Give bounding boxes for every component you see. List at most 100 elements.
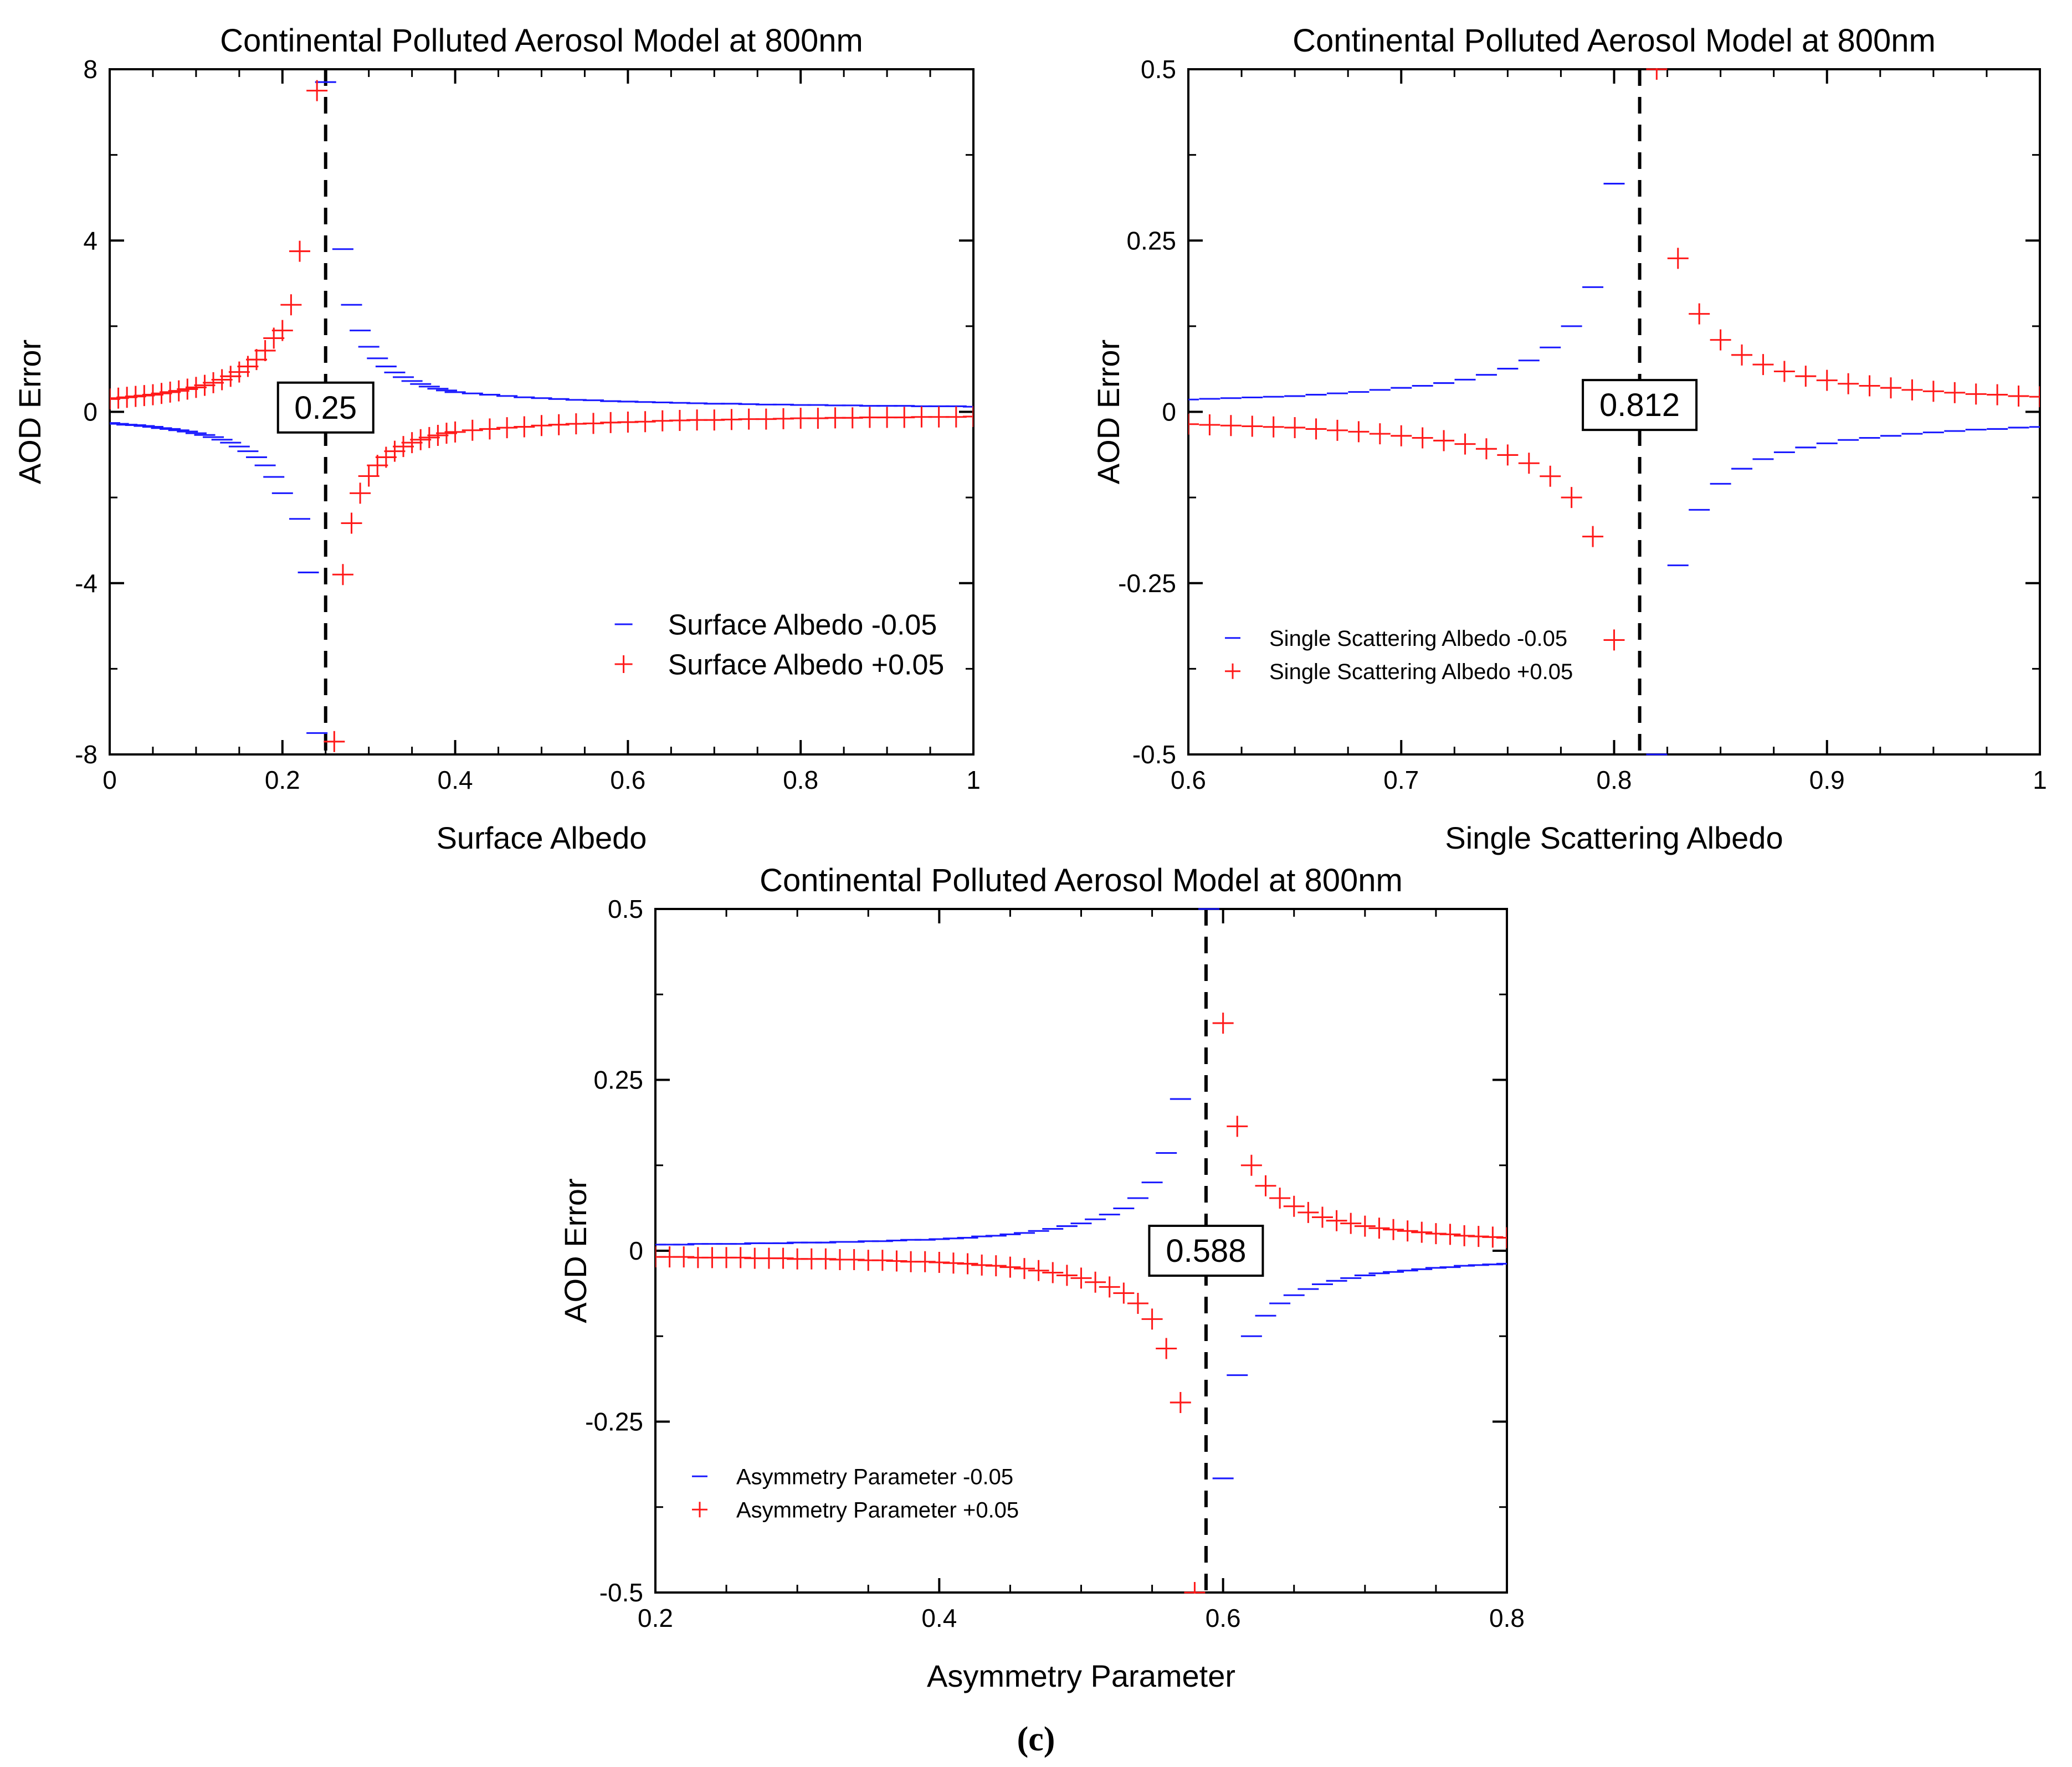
data-point-plus [358,465,379,487]
x-axis-label: Single Scattering Albedo [1445,820,1783,855]
data-point-plus [401,432,423,454]
data-point-plus [1212,1013,1234,1034]
data-point-plus [228,361,250,383]
data-point-plus [1369,423,1391,445]
data-point-plus [1397,1220,1418,1242]
y-tick-label: -0.5 [1132,740,1176,769]
data-point-plus [332,564,353,585]
data-point-plus [1184,1582,1206,1594]
data-point-plus [1085,1271,1106,1293]
x-tick-label: 0.6 [1206,1604,1241,1632]
x-tick-label: 0.8 [1597,766,1632,794]
data-point-plus [324,731,345,752]
data-point-plus [220,366,242,387]
data-point-plus [1965,383,1987,405]
data-point-plus [1859,375,1880,397]
y-tick-label: -4 [75,569,98,598]
data-point-plus [1156,1338,1177,1359]
legend-label: Surface Albedo -0.05 [668,609,937,641]
legend-plus-icon [1225,663,1240,679]
data-point-plus [1188,413,1199,435]
y-axis-label: AOD Error [558,1178,593,1323]
data-point-plus [1540,465,1561,487]
data-point-plus [1199,414,1220,436]
data-point-plus [1475,438,1497,460]
data-point-plus [1710,329,1731,351]
data-point-plus [1242,415,1263,437]
data-point-plus [271,320,293,341]
y-tick-label: 0.5 [1141,55,1176,84]
data-point-plus [1603,629,1625,651]
x-axis-label: Surface Albedo [437,820,647,855]
data-point-plus [1227,1116,1248,1137]
data-point-plus [1269,1187,1291,1209]
data-point-plus [185,377,207,398]
data-point-plus [1773,361,1795,382]
x-tick-label: 0.2 [265,766,300,794]
data-point-plus [436,423,458,444]
data-point-plus [393,436,414,458]
data-point-plus [1411,1221,1433,1243]
data-point-plus [1255,1175,1276,1196]
y-tick-label: -8 [75,740,98,769]
data-point-plus [350,482,371,504]
data-point-plus [1263,416,1284,438]
threshold-label: 0.25 [294,390,357,426]
data-point-plus [444,421,466,443]
data-point-plus [418,427,440,448]
data-point-plus [410,429,432,450]
data-point-plus [1348,421,1370,443]
legend: Surface Albedo -0.05 Surface Albedo +0.05 [614,609,945,681]
data-point-plus [177,378,198,400]
data-point-plus [1326,1210,1347,1231]
data-point-plus [514,416,535,438]
data-point-plus [306,80,328,101]
y-tick-label: 8 [83,55,98,84]
data-point-plus [2029,386,2040,408]
x-tick-label: 1 [966,766,981,794]
data-point-plus [110,387,129,409]
chart-panel-1: Continental Polluted Aerosol Model at 80… [12,23,981,855]
y-axis-label: AOD Error [12,340,47,484]
data-point-plus [999,1256,1021,1278]
data-point-plus [1297,1201,1319,1223]
data-point-plus [1099,1276,1120,1298]
data-point-plus [384,440,406,462]
data-point-plus [1561,487,1582,508]
data-point-plus [985,1255,1007,1277]
data-point-plus [1646,68,1668,80]
data-point-plus [134,385,155,407]
data-point-plus [583,413,604,434]
x-tick-label: 0.6 [1171,766,1206,794]
series-group [655,908,1507,1594]
data-point-plus [289,240,310,262]
data-point-plus [168,380,189,402]
y-tick-label: 0.5 [608,895,643,923]
y-tick-label: 0.25 [593,1066,643,1095]
data-point-plus [1922,381,1944,402]
data-point-plus [634,411,656,433]
data-point-plus [151,383,172,404]
data-point-plus [1497,444,1519,466]
legend-plus-icon [692,1502,707,1518]
data-point-plus [1141,1308,1163,1330]
legend-label: Surface Albedo +0.05 [668,649,945,681]
data-point-plus [110,388,120,410]
data-point-plus [1284,417,1306,438]
x-tick-label: 0.9 [1809,766,1845,794]
data-point-plus [116,387,138,408]
data-point-plus [1070,1267,1092,1289]
data-point-plus [1305,418,1327,440]
data-point-plus [531,415,552,436]
y-tick-label: -0.25 [585,1408,643,1436]
data-point-plus [1795,366,1817,387]
data-point-plus [1582,526,1604,547]
data-point-plus [1127,1293,1148,1314]
data-point-plus [1283,1195,1305,1217]
data-point-plus [1340,1213,1362,1234]
data-point-plus [963,406,973,428]
series-group [110,80,973,752]
x-tick-label: 0.4 [921,1604,957,1632]
data-point-plus [1880,377,1902,399]
